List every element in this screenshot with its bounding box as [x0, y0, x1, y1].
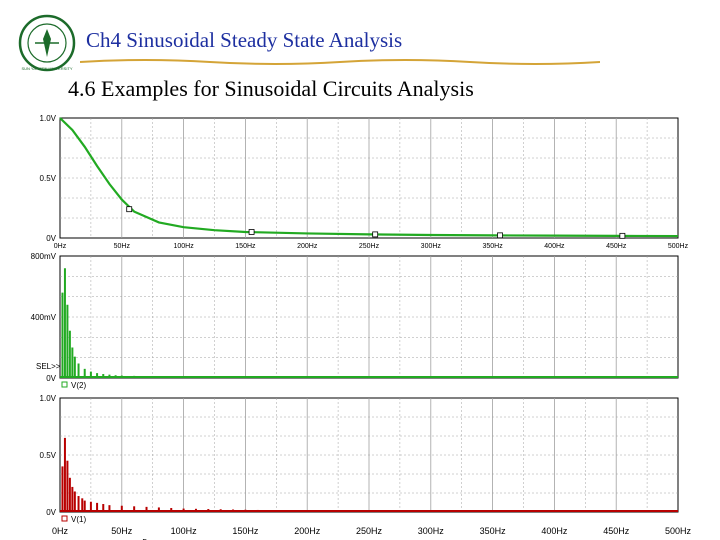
- x-tick-label: 350Hz: [482, 243, 503, 250]
- y-tick-label: 0V: [46, 234, 56, 243]
- x-tick-label: 250Hz: [356, 526, 383, 536]
- x-tick-label: 200Hz: [297, 243, 318, 250]
- data-marker: [248, 229, 255, 235]
- x-tick-label: 500Hz: [668, 243, 689, 250]
- section-title: 4.6 Examples for Sinusoidal Circuits Ana…: [68, 76, 474, 101]
- x-tick-label: 100Hz: [173, 243, 194, 250]
- x-tick-label: 350Hz: [480, 526, 507, 536]
- x-tick-label: 250Hz: [359, 243, 380, 250]
- top-panel: 0V 0.5V 1.0V 0Hz 50Hz 100Hz 150Hz 200Hz 250Hz 300…: [40, 114, 689, 250]
- y-tick-label: 0V: [46, 508, 56, 517]
- legend-marker: [61, 515, 68, 522]
- x-tick-label: 150Hz: [232, 526, 259, 536]
- legend-label: V(2): [71, 381, 86, 390]
- y-tick-label: 0.5V: [40, 174, 57, 183]
- x-tick-label: 0Hz: [52, 526, 69, 536]
- y-tick-label: 1.0V: [40, 114, 57, 123]
- x-tick-label: 100Hz: [171, 526, 198, 536]
- x-tick-label: 450Hz: [603, 526, 630, 536]
- y-tick-label: 0V: [46, 374, 56, 383]
- probe-plot: 0V 0.5V 1.0V 0Hz 50Hz 100Hz 150Hz 200Hz 250Hz 300…: [31, 114, 692, 540]
- data-marker: [372, 231, 379, 238]
- legend-marker: [61, 381, 68, 388]
- x-tick-label: 400Hz: [544, 243, 565, 250]
- university-logo: SUN YAT-SEN UNIVERSITY: [18, 14, 76, 72]
- middle-panel: 0V 400mV 800mV V(2) SEL>>: [31, 252, 679, 390]
- chapter-title: Ch4 Sinusoidal Steady State Analysis: [86, 28, 403, 52]
- x-tick-label: 500Hz: [665, 526, 692, 536]
- data-marker: [497, 232, 503, 239]
- x-tick-label: 50Hz: [114, 243, 131, 250]
- cursor-label: SEL>>: [36, 362, 61, 371]
- y-tick-label: 400mV: [31, 313, 57, 322]
- x-tick-label: 50Hz: [111, 526, 133, 536]
- title-underline: [80, 59, 600, 65]
- x-tick-label: 0Hz: [54, 243, 67, 250]
- logo-text: SUN YAT-SEN UNIVERSITY: [21, 66, 72, 71]
- legend-label: V(1): [71, 515, 86, 524]
- bottom-panel: 0V 0.5V 1.0V V(1)0Hz 50Hz 100Hz 150Hz 200Hz 250H…: [40, 394, 692, 540]
- x-tick-label: 200Hz: [294, 526, 321, 536]
- y-tick-label: 1.0V: [40, 394, 57, 403]
- x-tick-label: 150Hz: [235, 243, 256, 250]
- x-tick-label: 300Hz: [418, 526, 445, 536]
- y-tick-label: 800mV: [31, 252, 57, 261]
- data-marker: [619, 232, 626, 239]
- x-tick-label: 300Hz: [421, 243, 442, 250]
- y-tick-label: 0.5V: [40, 451, 57, 460]
- x-tick-label: 400Hz: [541, 526, 568, 536]
- x-tick-label: 450Hz: [606, 243, 627, 250]
- data-marker: [126, 206, 133, 213]
